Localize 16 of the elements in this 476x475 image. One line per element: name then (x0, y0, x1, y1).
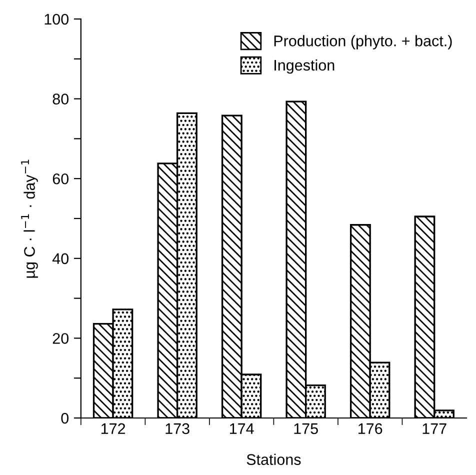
y-tick-label: 0 (61, 412, 69, 424)
legend-label: Ingestion (274, 59, 334, 74)
y-tick-label: 100 (44, 14, 69, 25)
y-tick-label: 20 (52, 333, 69, 344)
x-tick-label: 174 (230, 423, 254, 434)
y-tick-label: 40 (52, 253, 69, 264)
y-axis-title: µg C · l$^{−1}$ · day$^{−1}$ (21, 160, 38, 278)
x-tick-label: 177 (422, 423, 446, 434)
legend-label: Production (phyto. + bact.) (274, 35, 452, 50)
x-tick-label: 172 (101, 423, 126, 434)
y-tick-label: 80 (52, 94, 69, 104)
x-tick-label: 176 (358, 423, 382, 434)
x-tick-label: 173 (166, 423, 190, 434)
x-tick-label: 175 (294, 423, 318, 434)
y-tick-label: 60 (52, 173, 69, 184)
x-axis-title: Stations (246, 454, 301, 465)
